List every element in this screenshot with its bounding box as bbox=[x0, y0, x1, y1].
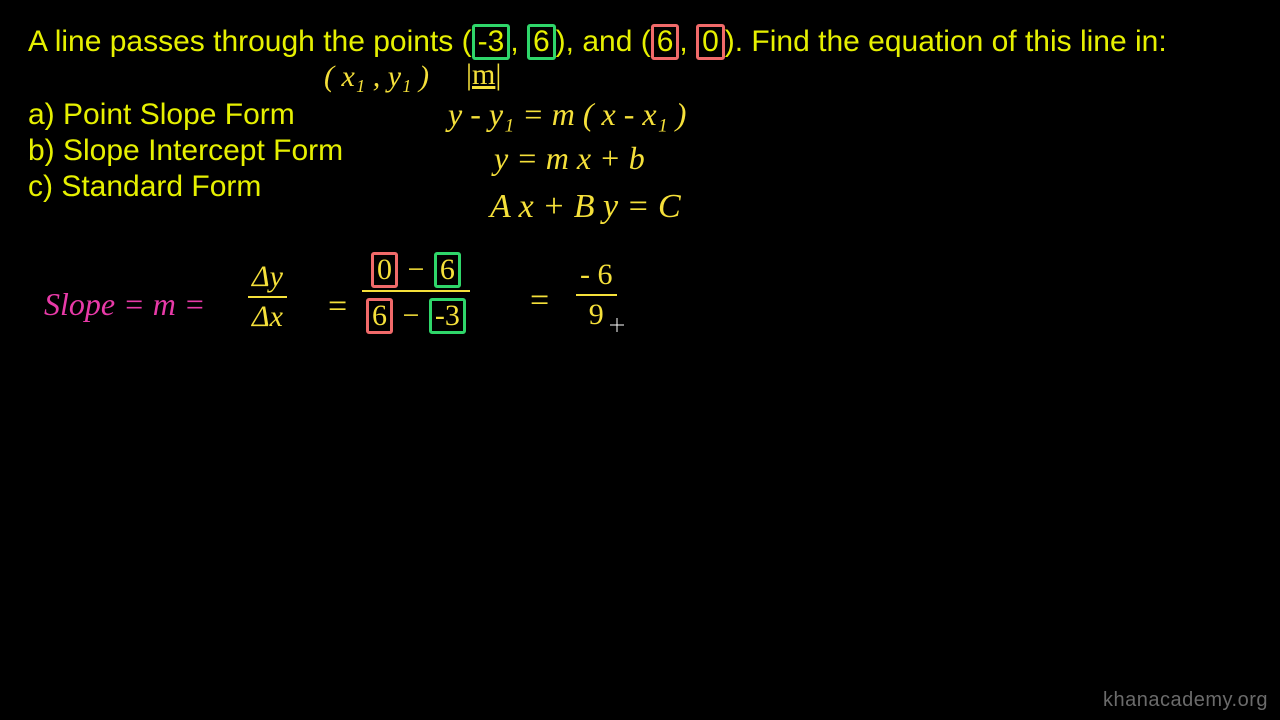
point1-x-box: -3 bbox=[472, 24, 511, 60]
slope-label: Slope = m = bbox=[44, 286, 205, 323]
frac-substituted: 0 − 6 6 − -3 bbox=[362, 250, 470, 336]
text: ). Find the equation of this line in: bbox=[725, 25, 1167, 58]
eq-standard: A x + B y = C bbox=[490, 188, 681, 226]
frac-dy-dx: Δy Δx bbox=[248, 258, 287, 336]
annotation-xy1: ( x₁ , y₁ ) bbox=[324, 60, 429, 94]
watermark: khanacademy.org bbox=[1103, 689, 1268, 712]
num-0-box: 0 bbox=[371, 252, 398, 288]
problem-line-1: A line passes through the points (-3, 6)… bbox=[28, 24, 1167, 60]
point2-y-box: 0 bbox=[696, 24, 725, 60]
point1-y-box: 6 bbox=[527, 24, 556, 60]
option-c: c) Standard Form bbox=[28, 170, 261, 204]
point2-x-box: 6 bbox=[651, 24, 680, 60]
option-a: a) Point Slope Form bbox=[28, 98, 295, 132]
den-neg3-box: -3 bbox=[429, 298, 466, 334]
delta-x: Δx bbox=[248, 298, 287, 336]
option-b: b) Slope Intercept Form bbox=[28, 134, 343, 168]
minus: − bbox=[406, 253, 427, 286]
eq-slope-intercept: y = m x + b bbox=[494, 140, 645, 177]
equals-1: = bbox=[328, 288, 347, 326]
num-6-box: 6 bbox=[434, 252, 461, 288]
cursor-icon bbox=[610, 318, 624, 332]
minus: − bbox=[401, 299, 422, 332]
text: ), and ( bbox=[556, 25, 651, 58]
den-6-box: 6 bbox=[366, 298, 393, 334]
equals-2: = bbox=[530, 282, 549, 320]
annotation-m: |m| bbox=[466, 58, 501, 92]
result-den: 9 bbox=[585, 296, 608, 334]
delta-y: Δy bbox=[248, 258, 287, 296]
result-num: - 6 bbox=[576, 256, 617, 294]
text: A line passes through the points ( bbox=[28, 25, 472, 58]
eq-point-slope: y - y₁ = m ( x - x₁ ) bbox=[448, 96, 686, 133]
